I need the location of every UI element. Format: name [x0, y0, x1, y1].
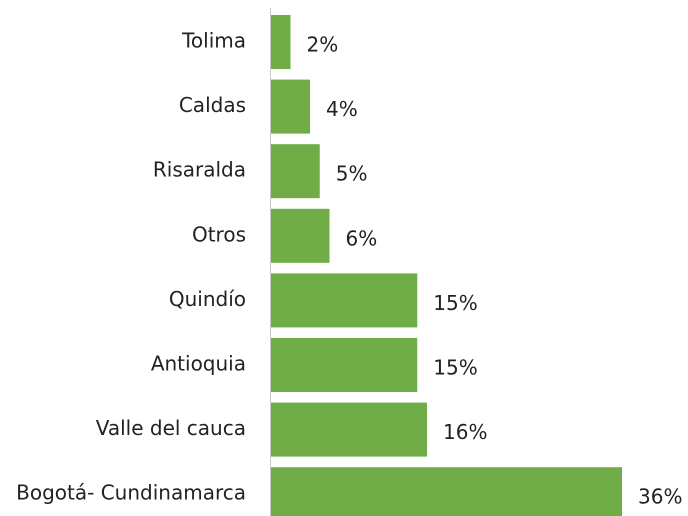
value-label: 15% [433, 291, 477, 315]
category-label: Antioquia [151, 352, 246, 376]
category-label: Caldas [179, 93, 246, 117]
category-label: Risaralda [153, 158, 246, 182]
value-label: 16% [443, 420, 487, 444]
value-label: 15% [433, 356, 477, 380]
value-label: 6% [346, 226, 378, 250]
bar [271, 273, 418, 328]
category-label: Valle del cauca [96, 416, 246, 440]
bar [271, 338, 418, 392]
bar [271, 467, 622, 516]
bar [271, 402, 427, 457]
bar [271, 144, 320, 199]
bar [271, 208, 330, 263]
bar [271, 15, 291, 69]
value-label: 5% [336, 162, 368, 186]
value-label: 36% [638, 485, 682, 509]
category-label: Otros [192, 222, 246, 246]
value-label: 2% [307, 33, 339, 57]
category-label: Bogotá- Cundinamarca [16, 481, 246, 505]
bar [271, 79, 310, 134]
value-label: 4% [326, 97, 358, 121]
category-label: Quindío [169, 287, 246, 311]
category-label: Tolima [181, 29, 246, 53]
